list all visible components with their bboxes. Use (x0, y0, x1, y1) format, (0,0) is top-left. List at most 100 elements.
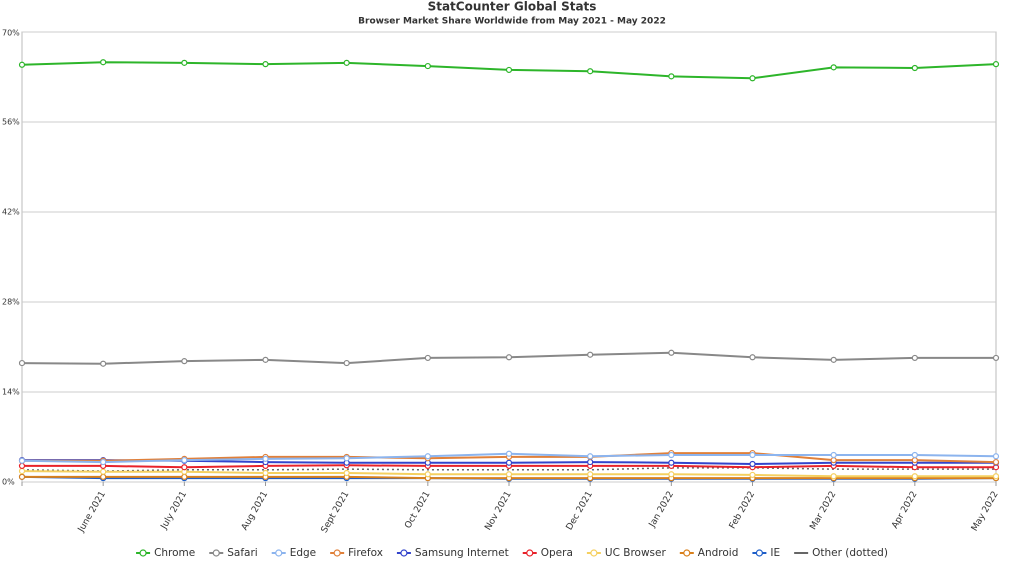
data-point (992, 453, 1000, 460)
x-tick-label: Dec 2021 (565, 490, 595, 532)
legend-marker (683, 549, 691, 557)
data-point (18, 359, 26, 367)
x-tick-label: Oct 2021 (403, 490, 432, 531)
x-tick-label: Apr 2022 (890, 490, 919, 531)
y-tick-label: 70% (2, 29, 20, 38)
data-point (262, 61, 269, 68)
x-tick-label: Aug 2021 (240, 490, 270, 533)
data-point (749, 354, 756, 361)
data-point (424, 453, 431, 460)
legend-label: Chrome (154, 547, 195, 559)
data-point (505, 450, 513, 457)
data-point (668, 471, 675, 478)
data-point (100, 468, 107, 475)
data-point (992, 61, 1000, 68)
data-point (100, 473, 107, 480)
data-point (18, 462, 26, 470)
data-point (181, 358, 188, 365)
data-point (18, 61, 26, 68)
chart-title: StatCounter Global Stats (428, 0, 597, 14)
y-tick-label: 28% (2, 298, 20, 307)
data-point (668, 349, 675, 356)
y-tick-label: 56% (2, 118, 20, 127)
data-point (749, 471, 756, 479)
data-point (749, 451, 756, 459)
data-point (911, 451, 918, 459)
legend-marker (212, 549, 220, 557)
y-tick-label: 42% (2, 208, 20, 217)
plot-frame (21, 31, 997, 483)
data-point (587, 453, 594, 460)
data-point (830, 457, 837, 464)
legend-label: Samsung Internet (415, 547, 509, 559)
series-line (21, 467, 996, 472)
data-point (749, 75, 756, 82)
data-point (18, 473, 26, 480)
legend-label: IE (770, 547, 780, 559)
legend-marker (400, 549, 408, 557)
data-point (262, 469, 269, 477)
x-tick-label: May 2022 (970, 490, 1001, 533)
data-point (668, 73, 675, 80)
data-point (668, 451, 675, 459)
legend-marker (526, 549, 534, 557)
data-point (100, 59, 107, 66)
legend-marker (275, 549, 283, 557)
legend-label: Other (dotted) (812, 547, 888, 559)
legend-marker (333, 549, 341, 557)
legend-marker (139, 549, 147, 557)
x-tick-label: Jan 2022 (647, 490, 676, 530)
data-point (911, 457, 918, 464)
data-point (587, 68, 594, 75)
data-point (911, 354, 918, 362)
data-point (100, 458, 107, 466)
data-point (343, 59, 350, 66)
data-point (181, 59, 188, 66)
data-point (262, 356, 269, 363)
data-point (992, 473, 1000, 480)
data-point (424, 354, 431, 362)
legend-marker (590, 549, 598, 557)
data-point (830, 356, 837, 363)
data-point (668, 459, 675, 466)
data-point (100, 360, 107, 367)
data-point (911, 64, 918, 72)
data-point (18, 457, 26, 464)
legend-label: Edge (290, 547, 316, 559)
data-point (181, 473, 188, 480)
legend-label: UC Browser (605, 547, 667, 559)
data-point (424, 62, 431, 70)
data-point (18, 467, 26, 475)
data-point (587, 351, 594, 358)
legend-label: Safari (227, 547, 257, 559)
data-point (505, 66, 513, 74)
data-point (181, 457, 188, 464)
x-tick-label: Nov 2021 (483, 490, 513, 533)
data-point (262, 455, 269, 462)
data-point (830, 64, 837, 71)
data-point (992, 354, 1000, 362)
data-point (749, 460, 756, 468)
data-point (992, 458, 1000, 466)
data-point (587, 458, 594, 466)
data-point (587, 471, 594, 478)
data-point (505, 354, 513, 361)
x-tick-label: June 2021 (76, 490, 108, 535)
data-point (424, 471, 431, 478)
legend-label: Firefox (348, 547, 383, 559)
y-tick-label: 14% (2, 388, 20, 397)
data-point (911, 473, 918, 480)
data-point (830, 451, 837, 459)
x-tick-label: Sept 2021 (320, 490, 352, 535)
y-tick-label: 0% (2, 478, 15, 487)
legend-marker (755, 549, 764, 557)
data-point (343, 359, 350, 367)
x-tick-label: July 2021 (159, 490, 189, 532)
data-point (343, 469, 350, 477)
chart-subtitle: Browser Market Share Worldwide from May … (358, 17, 666, 27)
legend-label: Android (698, 547, 739, 559)
data-point (181, 464, 188, 471)
legend: Chrome Safari Edge Firefox Samsung Internet O… (136, 547, 888, 559)
data-point (830, 473, 837, 480)
